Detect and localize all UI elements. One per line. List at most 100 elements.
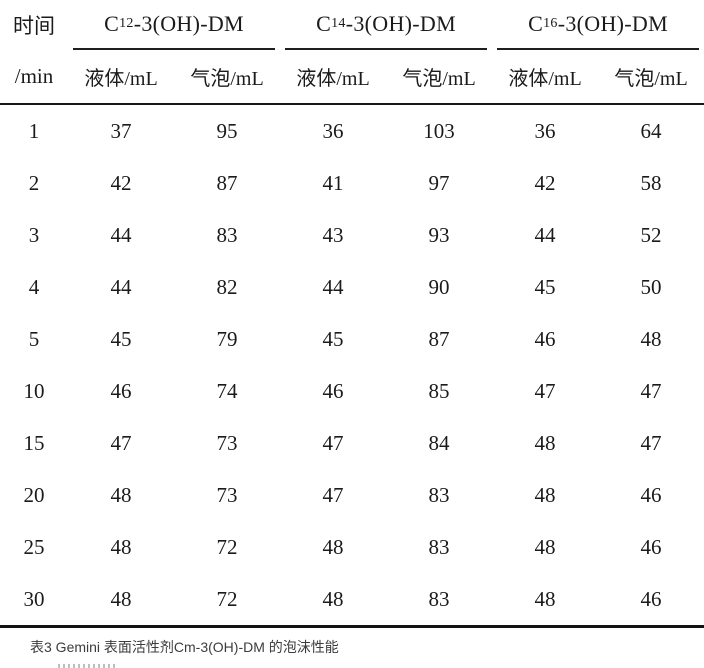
subheader-bubble: 气泡/mL	[174, 50, 281, 105]
table-cell: 44	[534, 222, 556, 247]
table-cell: 46	[534, 326, 556, 351]
group-label-text: C	[316, 11, 332, 36]
table-cell: 90	[428, 274, 450, 299]
table-cell: 42	[534, 170, 556, 195]
table-cell: 64	[640, 118, 662, 143]
table-cell: 45	[534, 274, 556, 299]
time-cell: 30	[0, 573, 68, 628]
table-row: 2 42 87 41 97 42 58	[0, 157, 704, 209]
subheader-bubble: 气泡/mL	[386, 50, 493, 105]
table-header: 时间 /min C 12 -3(OH)-DM C 14 -3(OH)-DM C 16 -3(…	[0, 0, 704, 105]
group-underline	[73, 48, 276, 50]
time-cell: 5	[28, 326, 40, 351]
table-cell: 46	[640, 534, 662, 559]
table-cell: 43	[322, 222, 344, 247]
table-cell: 42	[110, 170, 132, 195]
table-row: 1 37 95 36 103 36 64	[0, 104, 704, 157]
table-cell: 72	[216, 534, 238, 559]
subheader-liquid: 液体/mL	[492, 50, 599, 105]
table-cell: 47	[640, 378, 662, 403]
time-cell: 25	[23, 534, 45, 559]
table-row: 30 48 72 48 83 48 46	[0, 573, 704, 628]
table-cell: 47	[322, 482, 344, 507]
time-label: 时间	[13, 14, 55, 38]
table-cell: 44	[322, 274, 344, 299]
clipped-next-line-fragment	[58, 664, 116, 668]
table-cell: 103	[423, 118, 455, 143]
time-cell: 15	[23, 430, 45, 455]
table-cell: 73	[216, 430, 238, 455]
table-cell: 47	[322, 430, 344, 455]
time-cell: 1	[28, 118, 40, 143]
table-cell: 93	[428, 222, 450, 247]
table-cell: 48	[534, 482, 556, 507]
table-cell: 83	[428, 534, 450, 559]
table-cell: 44	[110, 274, 132, 299]
time-cell: 2	[28, 170, 40, 195]
table-cell: 45	[322, 326, 344, 351]
subheader-liquid: 液体/mL	[280, 50, 387, 105]
table-cell: 97	[428, 170, 450, 195]
table-cell: 48	[110, 482, 132, 507]
table-cell: 36	[534, 118, 556, 143]
table-cell: 82	[216, 274, 238, 299]
table-cell: 37	[110, 118, 132, 143]
table-cell: 72	[174, 573, 281, 628]
table-cell: 41	[322, 170, 344, 195]
table-cell: 87	[216, 170, 238, 195]
table-caption: 表3 Gemini 表面活性剂Cm-3(OH)-DM 的泡沫性能	[30, 639, 339, 655]
group-label-text: -3(OH)-DM	[345, 11, 456, 36]
table-cell: 46	[598, 573, 704, 628]
table-cell: 47	[640, 430, 662, 455]
table-cell: 44	[110, 222, 132, 247]
group-header-c16: C 16 -3(OH)-DM	[492, 0, 704, 50]
subheader-liquid: 液体/mL	[68, 50, 174, 105]
table-cell: 79	[216, 326, 238, 351]
table-cell: 48	[534, 430, 556, 455]
table-cell: 48	[68, 573, 174, 628]
table-cell: 83	[428, 482, 450, 507]
table-cell: 45	[110, 326, 132, 351]
table-cell: 87	[428, 326, 450, 351]
table-row: 15 47 73 47 84 48 47	[0, 417, 704, 469]
table-cell: 58	[640, 170, 662, 195]
table-body: 1 37 95 36 103 36 64 2 42 87 41 97 42 58…	[0, 104, 704, 628]
time-cell: 4	[28, 274, 40, 299]
group-label-text: C	[528, 11, 544, 36]
table-row: 20 48 73 47 83 48 46	[0, 469, 704, 521]
table-row: 10 46 74 46 85 47 47	[0, 365, 704, 417]
table-cell: 84	[428, 430, 450, 455]
group-label-c16: C 16 -3(OH)-DM	[528, 11, 668, 36]
table-cell: 36	[322, 118, 344, 143]
table-cell: 47	[110, 430, 132, 455]
table-row: 4 44 82 44 90 45 50	[0, 261, 704, 313]
table-cell: 48	[640, 326, 662, 351]
table-cell: 50	[640, 274, 662, 299]
foam-performance-table: 时间 /min C 12 -3(OH)-DM C 1 4 -3(OH)-DM C 16 -3(…	[0, 0, 704, 628]
table-cell: 73	[216, 482, 238, 507]
group-label-c12: C 12 -3(OH)-DM	[104, 11, 244, 36]
table-cell: 46	[322, 378, 344, 403]
table-cell: 74	[216, 378, 238, 403]
time-cell: 3	[28, 222, 40, 247]
time-column-header: 时间 /min	[0, 0, 68, 105]
time-cell: 20	[23, 482, 45, 507]
table-cell: 83	[216, 222, 238, 247]
table-cell: 95	[216, 118, 238, 143]
table-cell: 48	[492, 573, 599, 628]
table-cell: 48	[280, 573, 387, 628]
group-underline	[497, 48, 700, 50]
subheader-bubble: 气泡/mL	[598, 50, 704, 105]
table-row: 25 48 72 48 83 48 46	[0, 521, 704, 573]
table-row: 3 44 83 43 93 44 52	[0, 209, 704, 261]
subheader-row: 液体/mL 气泡/mL 液体/mL 气泡/mL 液体/mL 气泡/mL	[0, 50, 704, 105]
table-cell: 85	[428, 378, 450, 403]
table-cell: 46	[640, 482, 662, 507]
table-cell: 52	[640, 222, 662, 247]
table-cell: 47	[534, 378, 556, 403]
time-unit-label: /min	[14, 64, 54, 88]
table-cell: 83	[386, 573, 493, 628]
table-cell: 48	[110, 534, 132, 559]
table-cell: 46	[110, 378, 132, 403]
table-cell: 48	[534, 534, 556, 559]
